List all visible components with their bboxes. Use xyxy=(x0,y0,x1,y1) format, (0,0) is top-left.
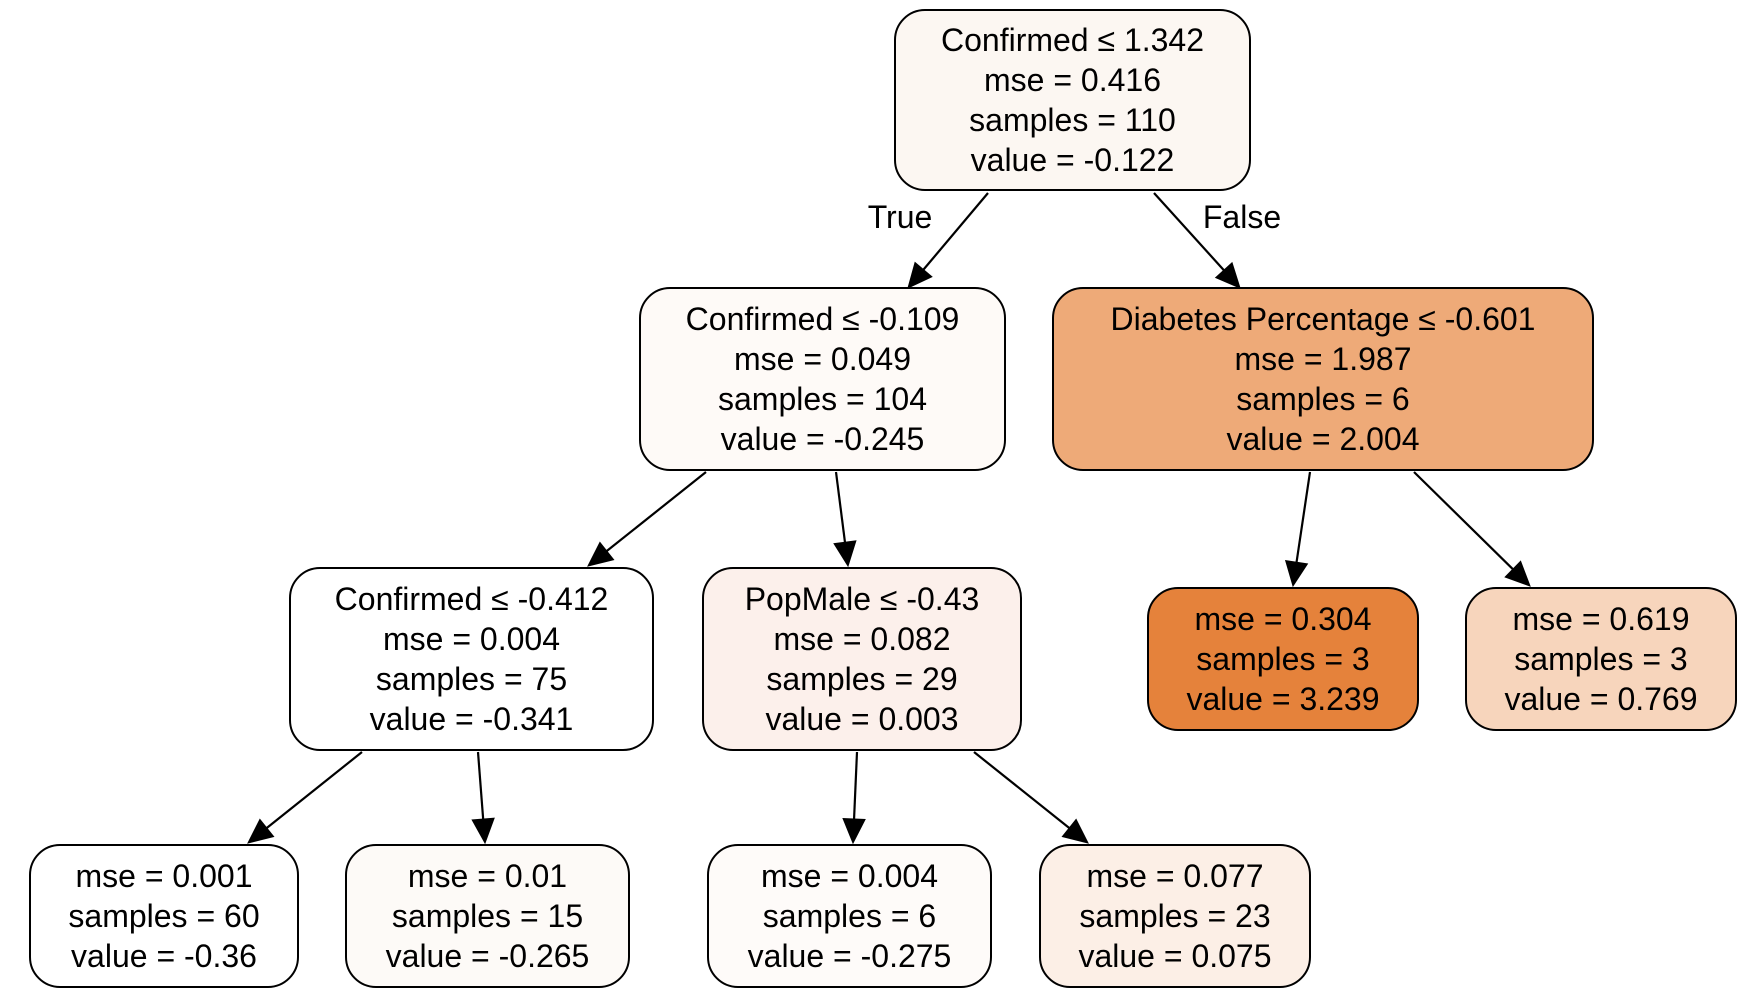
edge-n1-n3 xyxy=(587,471,707,567)
node-box xyxy=(702,567,1022,751)
edge-n3-n8 xyxy=(471,751,495,845)
node-text-line: value = 0.769 xyxy=(1504,681,1697,717)
node-text-line: samples = 6 xyxy=(763,898,936,934)
node-box xyxy=(1147,587,1419,731)
node-box xyxy=(1052,287,1594,471)
tree-node-n5: mse = 0.304 samples = 3 value = 3.239 xyxy=(1147,587,1419,731)
edge-line xyxy=(852,751,859,820)
node-text-line: value = -0.36 xyxy=(71,938,257,974)
edge-line xyxy=(606,471,707,552)
tree-node-n1: Confirmed ≤ -0.109 mse = 0.049 samples = 1… xyxy=(639,287,1006,471)
tree-node-n6: mse = 0.619 samples = 3 value = 0.769 xyxy=(1465,587,1737,731)
tree-node-n0: Confirmed ≤ 1.342 mse = 0.416 samples = 11… xyxy=(894,9,1251,191)
node-text-line: mse = 0.304 xyxy=(1195,601,1372,637)
arrowhead-icon xyxy=(587,541,615,567)
arrowhead-icon xyxy=(1061,818,1089,844)
edge-line xyxy=(834,471,847,543)
node-box xyxy=(345,844,630,988)
node-text-line: samples = 104 xyxy=(718,381,927,417)
node-text-line: samples = 3 xyxy=(1514,641,1687,677)
node-text-line: mse = 0.077 xyxy=(1087,858,1264,894)
node-text-line: mse = 0.001 xyxy=(76,858,253,894)
node-text-line: mse = 0.01 xyxy=(408,858,567,894)
edge-n0-n2: False xyxy=(1153,192,1281,289)
edge-n0-n1: True xyxy=(868,192,989,289)
edge-line xyxy=(1295,471,1312,563)
node-text-line: value = 0.003 xyxy=(765,701,958,737)
edge-n1-n4 xyxy=(833,471,857,568)
node-box xyxy=(707,844,992,988)
node-text-line: mse = 0.082 xyxy=(774,621,951,657)
arrowhead-icon xyxy=(1214,261,1241,289)
node-text-line: value = -0.122 xyxy=(971,142,1175,178)
edge-n2-n5 xyxy=(1284,471,1312,588)
node-text-line: value = -0.275 xyxy=(748,938,952,974)
tree-node-n8: mse = 0.01 samples = 15 value = -0.265 xyxy=(345,844,630,988)
node-text-line: samples = 6 xyxy=(1236,381,1409,417)
tree-node-n2: Diabetes Percentage ≤ -0.601 mse = 1.987 s… xyxy=(1052,287,1594,471)
edge-n4-n9 xyxy=(842,751,866,845)
tree-node-n7: mse = 0.001 samples = 60 value = -0.36 xyxy=(29,844,299,988)
edge-label: True xyxy=(868,199,933,235)
node-text-line: value = -0.265 xyxy=(386,938,590,974)
node-text-line: samples = 23 xyxy=(1079,898,1270,934)
node-box xyxy=(289,567,654,751)
edge-n4-n10 xyxy=(973,751,1089,844)
arrowhead-icon xyxy=(1284,560,1309,588)
edges-layer: True False xyxy=(247,192,1531,845)
node-box xyxy=(29,844,299,988)
tree-node-n4: PopMale ≤ -0.43 mse = 0.082 samples = 29 va… xyxy=(702,567,1022,751)
arrowhead-icon xyxy=(907,261,933,289)
node-text-line: mse = 0.004 xyxy=(383,621,560,657)
edge-line xyxy=(1153,192,1225,271)
edge-n2-n6 xyxy=(1413,471,1531,587)
arrowhead-icon xyxy=(471,817,495,845)
edge-label: False xyxy=(1203,199,1281,235)
arrowhead-icon xyxy=(833,540,857,568)
node-text-line: value = 3.239 xyxy=(1186,681,1379,717)
node-text-line: samples = 75 xyxy=(376,661,567,697)
nodes-layer: Confirmed ≤ 1.342 mse = 0.416 samples = 11… xyxy=(29,9,1737,988)
node-text-line: PopMale ≤ -0.43 xyxy=(745,581,980,617)
tree-node-n9: mse = 0.004 samples = 6 value = -0.275 xyxy=(707,844,992,988)
node-text-line: samples = 110 xyxy=(969,102,1176,138)
edge-line xyxy=(476,751,485,820)
node-text-line: mse = 0.049 xyxy=(734,341,911,377)
tree-node-n10: mse = 0.077 samples = 23 value = 0.075 xyxy=(1039,844,1311,988)
node-box xyxy=(1465,587,1737,731)
node-box xyxy=(1039,844,1311,988)
node-text-line: Confirmed ≤ -0.412 xyxy=(335,581,609,617)
node-text-line: Diabetes Percentage ≤ -0.601 xyxy=(1111,301,1536,337)
node-text-line: Confirmed ≤ 1.342 xyxy=(941,22,1204,58)
node-text-line: samples = 29 xyxy=(766,661,957,697)
edge-line xyxy=(973,751,1070,829)
arrowhead-icon xyxy=(247,818,275,844)
node-text-line: value = 0.075 xyxy=(1078,938,1271,974)
tree-node-n3: Confirmed ≤ -0.412 mse = 0.004 samples = 7… xyxy=(289,567,654,751)
node-text-line: value = -0.341 xyxy=(370,701,574,737)
edge-line xyxy=(266,751,363,829)
arrowhead-icon xyxy=(842,818,866,845)
node-text-line: mse = 1.987 xyxy=(1235,341,1412,377)
arrowhead-icon xyxy=(1504,560,1531,587)
node-text-line: mse = 0.416 xyxy=(984,62,1161,98)
edge-line xyxy=(922,192,989,271)
node-text-line: value = -0.245 xyxy=(721,421,925,457)
node-text-line: Confirmed ≤ -0.109 xyxy=(686,301,960,337)
node-text-line: mse = 0.619 xyxy=(1513,601,1690,637)
node-box xyxy=(639,287,1006,471)
node-box xyxy=(894,9,1251,191)
node-text-line: value = 2.004 xyxy=(1226,421,1419,457)
edge-line xyxy=(1413,471,1514,570)
node-text-line: samples = 60 xyxy=(68,898,259,934)
node-text-line: mse = 0.004 xyxy=(761,858,938,894)
edge-n3-n7 xyxy=(247,751,363,844)
node-text-line: samples = 3 xyxy=(1196,641,1369,677)
node-text-line: samples = 15 xyxy=(392,898,583,934)
